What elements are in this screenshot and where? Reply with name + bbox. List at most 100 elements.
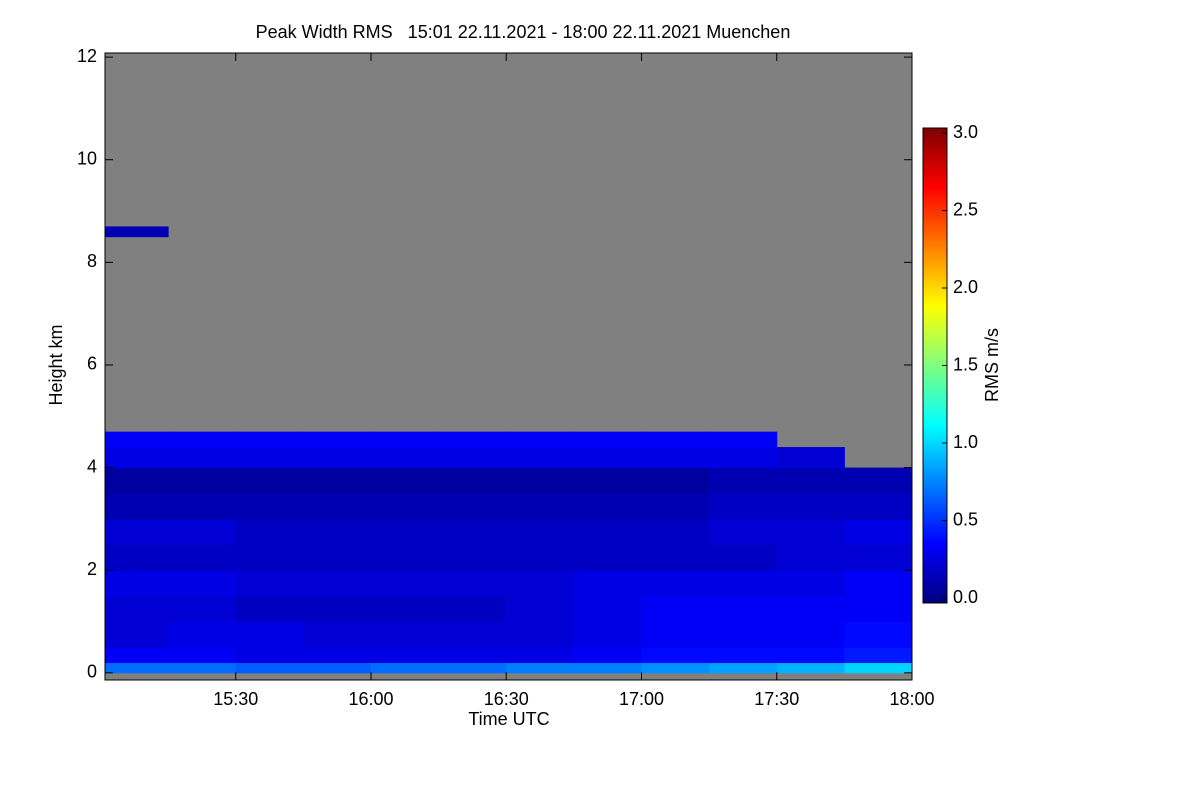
heatmap-cell [303,647,372,664]
heatmap-cell [303,662,372,674]
heatmap-cell [438,431,507,448]
heatmap-cell [105,621,169,648]
heatmap-cell [641,647,710,664]
heatmap-cell [709,662,778,674]
y-tick-label: 6 [87,354,97,374]
heatmap-cell [506,544,575,571]
heatmap-cell [776,493,845,520]
heatmap-cell [370,647,440,664]
heatmap-cell [776,544,845,571]
heatmap-cell [641,493,710,520]
heatmap-cell [844,662,913,674]
heatmap-cell [303,431,372,448]
heatmap-cell [105,518,169,546]
plot-frame [104,52,913,681]
heatmap-cell [844,518,913,546]
heatmap-cell [168,431,237,448]
y-axis-label: Height km [46,324,66,405]
heatmap-cell [105,570,169,597]
heatmap-cell [168,467,237,494]
heatmap-cell [506,647,575,664]
heatmap-cell [303,518,372,546]
heatmap-cell [235,447,304,469]
heatmap-cell [235,544,304,571]
heatmap-cell [506,467,575,494]
heatmap-cell [235,467,304,494]
heatmap-cell [303,467,372,494]
heatmap-cell [303,447,372,469]
heatmap-cell [370,595,440,623]
heatmap-cell [506,431,575,448]
heatmap-cell [709,431,778,448]
heatmap-cell [506,518,575,546]
heatmap-cell [776,595,845,623]
heatmap-cell [573,467,642,494]
heatmap-cell [105,447,169,469]
x-tick-label: 16:00 [348,689,393,709]
x-tick-label: 18:00 [889,689,934,709]
y-tick-label: 2 [87,559,97,579]
y-tick-label: 10 [77,148,97,168]
colorbar-tick-label: 0.5 [953,509,978,529]
heatmap-cell [709,518,778,546]
colorbar-tick-label: 1.5 [953,354,978,374]
chart-title: Peak Width RMS 15:01 22.11.2021 - 18:00 … [256,22,791,42]
heatmap-cell [370,518,440,546]
y-tick-label: 8 [87,251,97,271]
heatmap-cell [370,621,440,648]
heatmap-cell [105,226,169,238]
heatmap-cell [641,467,710,494]
heatmap-cell [105,431,169,448]
heatmap-cell [844,621,913,648]
heatmap-cell [235,621,304,648]
heatmap-cell [168,662,237,674]
heatmap-cell [370,467,440,494]
heatmap-cell [844,647,913,664]
colorbar-tick-label: 1.0 [953,432,978,452]
heatmap-cell [506,595,575,623]
heatmap-cell [438,662,507,674]
heatmap-cell [573,647,642,664]
heatmap-cell [370,493,440,520]
colorbar-tick-label: 2.0 [953,277,978,297]
heatmap-cell [573,447,642,469]
heatmap-cell [438,570,507,597]
heatmap-cell [709,467,778,494]
heatmap-cell [235,662,304,674]
heatmap-cell [168,570,237,597]
heatmap-cell [709,493,778,520]
heatmap-cell [168,518,237,546]
heatmap-cell [370,447,440,469]
heatmap-cell [235,570,304,597]
heatmap-cell [370,662,440,674]
heatmap-cell [168,621,237,648]
heatmap-cell [844,467,913,494]
heatmap-cell [506,493,575,520]
heatmap-cell [370,431,440,448]
heatmap-cell [438,544,507,571]
heatmap-cell [641,518,710,546]
heatmap-cell [641,595,710,623]
heatmap-cell [105,595,169,623]
heatmap-cell [641,570,710,597]
y-tick-label: 4 [87,456,97,476]
colorbar-label: RMS m/s [982,328,1002,402]
heatmap-cell [641,544,710,571]
heatmap-cell [105,493,169,520]
heatmap-cell [303,621,372,648]
heatmap-cell [573,431,642,448]
heatmap-cell [506,447,575,469]
heatmap-cell [105,544,169,571]
heatmap-cell [709,544,778,571]
heatmap-cell [235,431,304,448]
heatmap-cell [438,518,507,546]
heatmap-cell [709,570,778,597]
heatmap-cell [168,544,237,571]
heatmap-cell [573,518,642,546]
heatmap-cell [709,621,778,648]
plot-area [105,53,913,680]
heatmap-cell [303,595,372,623]
heatmap-cell [641,431,710,448]
colorbar-tick-label: 2.5 [953,199,978,219]
